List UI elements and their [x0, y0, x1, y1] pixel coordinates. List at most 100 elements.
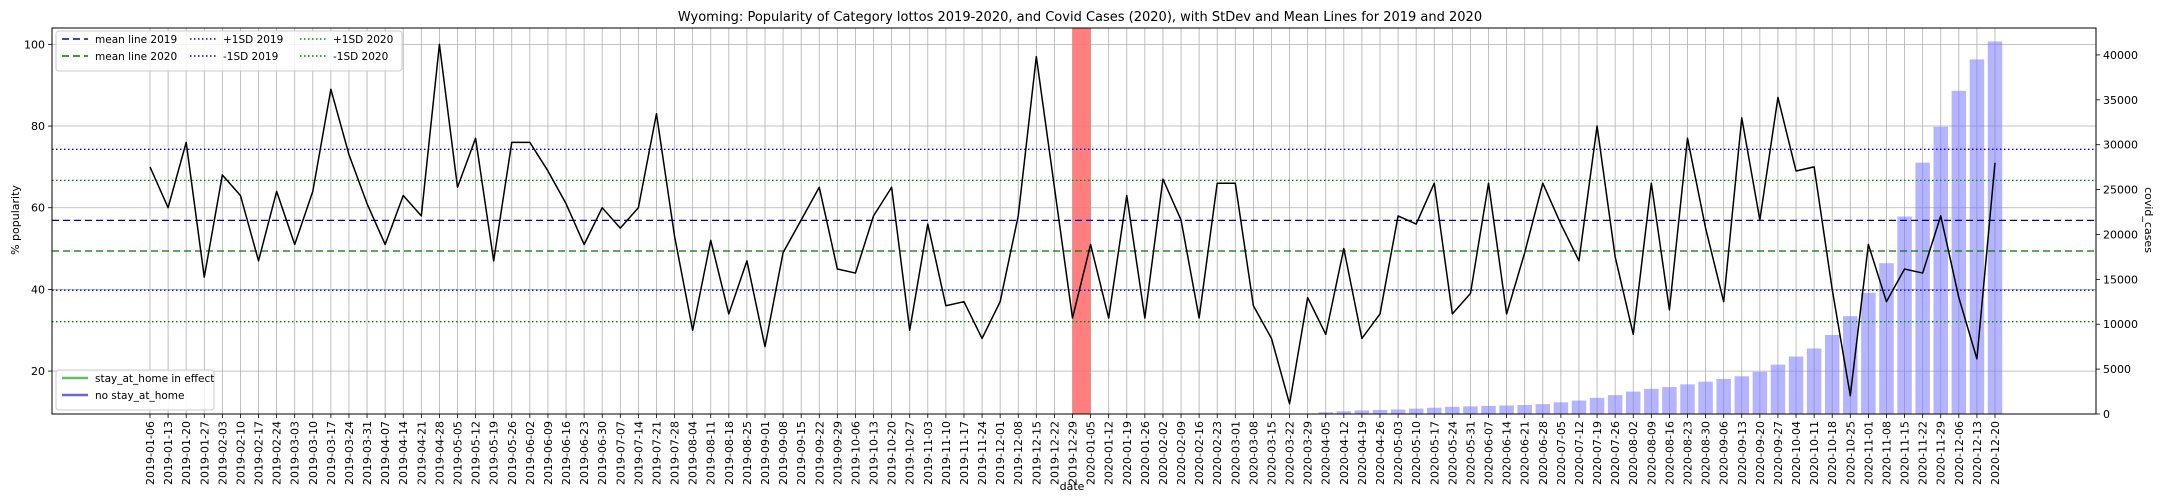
y2-tick-label: 20000	[2103, 228, 2138, 241]
x-tick-label: 2019-09-15	[795, 421, 808, 485]
x-tick-label: 2019-04-07	[379, 421, 392, 485]
y-axis-left: 20 40 60 80 100	[24, 38, 52, 378]
covid-bar	[1499, 405, 1514, 414]
x-tick-label: 2020-10-04	[1790, 421, 1803, 485]
x-tick-label: 2019-06-09	[542, 421, 555, 485]
popularity-series-line	[149, 43, 1996, 405]
y2-tick-label: 5000	[2103, 363, 2131, 376]
y-tick-label: 40	[31, 283, 45, 296]
legend-label: stay_at_home in effect	[95, 373, 214, 385]
legend-label: mean line 2019	[95, 34, 177, 46]
covid-bar	[1933, 126, 1948, 414]
x-tick-label: 2020-08-16	[1663, 421, 1676, 485]
plot-frame	[51, 27, 2097, 415]
x-tick-label: 2020-07-26	[1609, 421, 1622, 485]
covid-bar	[1824, 335, 1840, 414]
x-tick-label: 2019-05-12	[470, 421, 483, 485]
x-tick-label: 2019-01-27	[198, 421, 211, 485]
x-tick-label: 2019-03-10	[307, 421, 320, 485]
y2-tick-label: 40000	[2103, 49, 2138, 62]
covid-bar	[1390, 409, 1406, 414]
x-tick-label: 2020-10-11	[1808, 421, 1821, 485]
x-tick-label: 2019-10-13	[868, 421, 881, 485]
x-tick-label: 2019-04-28	[433, 421, 446, 485]
y-tick-label: 100	[24, 38, 45, 51]
covid-bar	[1861, 292, 1876, 414]
x-tick-label: 2019-09-08	[777, 421, 790, 485]
x-tick-label: 2020-06-21	[1519, 421, 1532, 485]
x-tick-label: 2019-01-06	[144, 421, 157, 485]
x-tick-label: 2019-08-04	[687, 421, 700, 485]
covid-bar	[1553, 402, 1569, 414]
x-tick-label: 2020-12-20	[1989, 421, 2002, 485]
x-tick-label: 2020-02-09	[1175, 421, 1188, 485]
x-tick-label: 2019-08-25	[741, 421, 754, 485]
x-tick-label: 2019-11-17	[958, 421, 971, 485]
x-tick-label: 2020-06-07	[1483, 421, 1496, 485]
x-tick-label: 2019-07-28	[669, 421, 682, 485]
x-tick-label: 2019-03-17	[325, 421, 338, 485]
x-tick-label: 2020-12-06	[1953, 421, 1966, 485]
covid-bar	[1336, 411, 1352, 414]
y2-tick-label: 35000	[2103, 94, 2138, 107]
x-tick-label: 2019-09-22	[813, 421, 826, 485]
x-tick-label: 2019-09-29	[831, 421, 844, 485]
x-tick-label: 2020-11-01	[1862, 421, 1875, 485]
x-tick-label: 2019-01-20	[180, 421, 193, 485]
x-tick-label: 2020-03-01	[1229, 421, 1242, 485]
x-tick-label: 2020-07-05	[1555, 421, 1568, 485]
x-tick-label: 2020-11-15	[1899, 421, 1912, 485]
covid-bar	[1788, 356, 1804, 414]
x-tick-label: 2019-09-01	[759, 421, 772, 485]
x-tick-label: 2019-08-11	[705, 421, 718, 485]
covid-bar	[1445, 406, 1460, 414]
legend-top-left: mean line 2019 mean line 2020 +1SD 2019 -1S…	[55, 30, 403, 72]
y2-tick-label: 25000	[2103, 184, 2138, 197]
y-tick-label: 60	[31, 202, 45, 215]
x-tick-label: 2020-01-05	[1085, 421, 1098, 485]
x-tick-label: 2020-03-08	[1247, 421, 1260, 485]
plot-border	[51, 27, 2097, 415]
x-tick-label: 2019-04-21	[415, 421, 428, 485]
x-tick-label: 2020-04-05	[1320, 421, 1333, 485]
x-tick-label: 2019-04-14	[397, 421, 410, 485]
x-tick-label: 2020-05-03	[1392, 421, 1405, 485]
y-tick-label: 20	[31, 365, 45, 378]
x-tick-label: 2020-08-23	[1682, 421, 1695, 485]
covid-bar	[1680, 384, 1695, 414]
covid-bar	[1427, 407, 1442, 414]
x-tick-label: 2020-02-16	[1193, 421, 1206, 485]
covid-bar	[1535, 404, 1551, 414]
x-tick-label: 2020-01-19	[1121, 421, 1134, 485]
legend-box	[55, 369, 215, 411]
x-tick-label: 2019-11-03	[922, 421, 935, 485]
x-tick-label: 2019-02-03	[216, 421, 229, 485]
x-tick-label: 2020-06-28	[1537, 421, 1550, 485]
legend-label: -1SD 2020	[333, 51, 388, 63]
covid-bar	[1915, 162, 1930, 414]
x-tick-label: 2019-06-02	[524, 421, 537, 485]
x-tick-label: 2019-12-29	[1067, 421, 1080, 485]
covid-bar	[1372, 409, 1388, 414]
x-tick-label: 2019-03-03	[289, 421, 302, 485]
x-tick-label: 2020-07-19	[1591, 421, 1604, 485]
x-tick-label: 2019-06-16	[560, 421, 573, 485]
covid-bar	[1517, 405, 1532, 414]
covid-bar	[1806, 348, 1822, 414]
x-tick-label: 2019-02-24	[271, 421, 284, 485]
covid-bar	[1843, 316, 1858, 414]
x-tick-label: 2020-08-30	[1700, 421, 1713, 485]
x-tick-label: 2020-09-20	[1754, 421, 1767, 485]
covid-bar	[1318, 412, 1333, 414]
x-tick-label: 2020-03-15	[1265, 421, 1278, 485]
covid-bar	[1734, 376, 1749, 414]
x-tick-label: 2019-06-23	[578, 421, 591, 485]
x-tick-label: 2019-05-05	[452, 421, 465, 485]
popularity-line	[149, 43, 1996, 405]
y2-tick-label: 0	[2103, 408, 2110, 421]
y2-axis-title: covid_cases	[2142, 187, 2155, 253]
x-tick-label: 2019-05-19	[488, 421, 501, 485]
x-tick-label: 2019-12-08	[1012, 421, 1025, 485]
covid-bar	[1644, 388, 1659, 414]
